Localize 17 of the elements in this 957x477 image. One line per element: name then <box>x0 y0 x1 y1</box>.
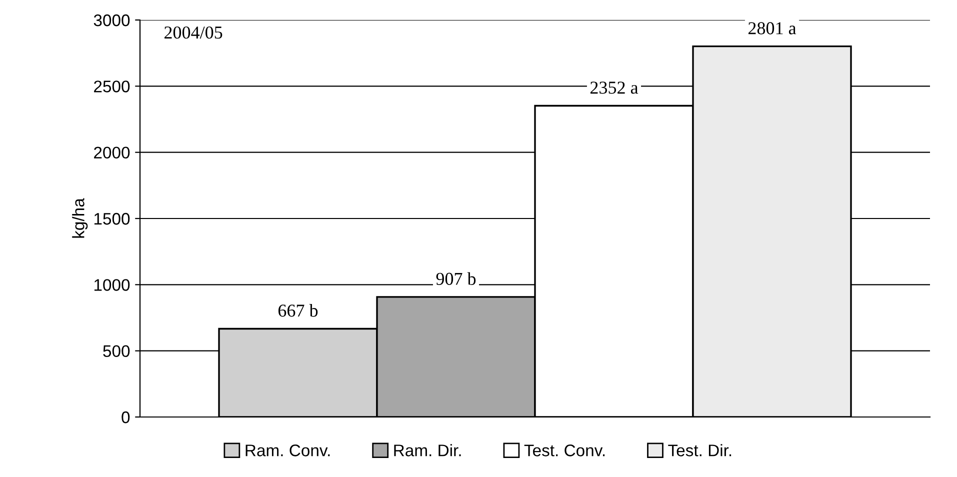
data-label: 2352 a <box>590 82 638 94</box>
data-label: 907 b <box>436 272 476 285</box>
annotation: 2004/05 <box>164 26 222 39</box>
y-tick-label: 2500 <box>94 80 130 92</box>
legend-label: Ram. Dir. <box>394 444 461 456</box>
legend-label: Ram. Conv. <box>246 444 330 456</box>
y-tick-label: 1000 <box>94 279 130 291</box>
y-tick-label: 3000 <box>94 14 130 26</box>
legend-label: Test. Conv. <box>524 444 605 456</box>
data-label: 667 b <box>278 304 318 317</box>
legend-label: Test. Dir. <box>668 444 732 456</box>
y-axis-title: kg/ha <box>72 198 88 238</box>
data-label: 2801 a <box>748 22 796 34</box>
y-tick-label: 2000 <box>94 146 130 159</box>
y-tick-label: 0 <box>122 411 130 424</box>
y-tick-label: 1500 <box>94 212 130 225</box>
y-tick-label: 500 <box>103 345 130 358</box>
